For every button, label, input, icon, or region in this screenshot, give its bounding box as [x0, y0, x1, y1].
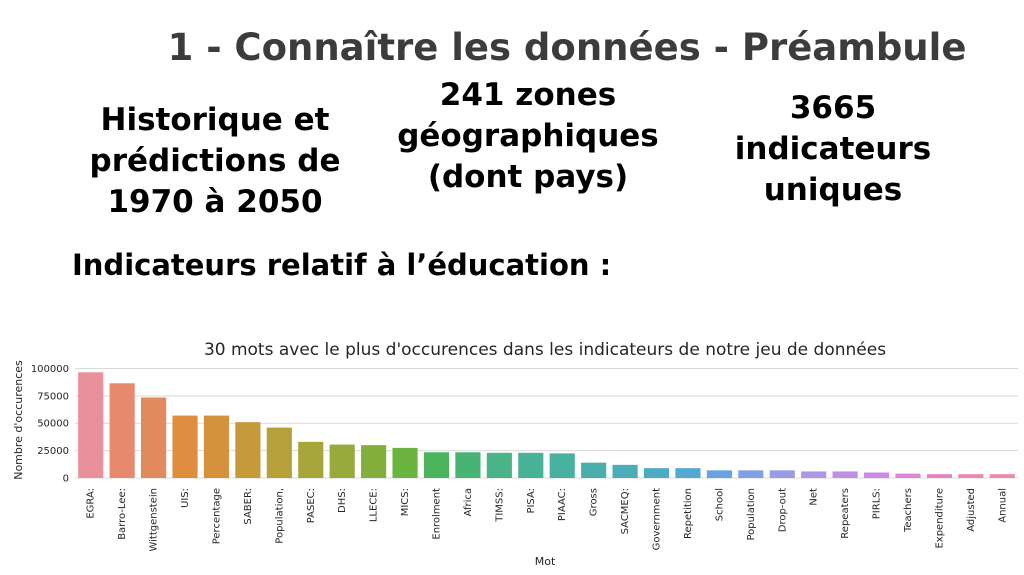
x-tick-label: Teachers [903, 488, 914, 533]
x-tick-label: TIMSS: [494, 488, 505, 523]
x-tick-label: PISA: [526, 488, 537, 514]
stat-geographic-zones: 241 zones géographiques (dont pays) [397, 77, 659, 195]
x-axis-label: Mot [535, 555, 556, 568]
x-tick-label: LLECE: [369, 488, 380, 522]
x-tick-label: Population [746, 488, 757, 541]
x-tick-label: PASEC: [306, 488, 317, 523]
x-tick-label: SACMEQ: [620, 488, 631, 534]
bar [235, 422, 261, 478]
stat-history-range: Historique et prédictions de 1970 à 2050 [89, 102, 341, 220]
bar [361, 445, 387, 478]
bar [895, 473, 921, 478]
bar [738, 470, 764, 478]
bar [455, 452, 481, 478]
x-tick-label: DHS: [337, 488, 348, 513]
bar [863, 472, 890, 478]
bar [769, 470, 795, 478]
bar [643, 468, 670, 478]
y-tick-labels: 0 25000 50000 75000 100000 [31, 364, 69, 485]
x-tick-label: Gross [589, 488, 600, 516]
stat-unique-indicators: 3665 indicateurs uniques [734, 90, 932, 208]
x-tick-label: Wittgenstein [149, 488, 160, 552]
bar [298, 441, 324, 478]
x-tick-label: Expenditure [934, 488, 945, 549]
x-tick-label: Government [652, 488, 663, 550]
bar [612, 464, 638, 478]
bar [329, 444, 355, 478]
y-tick-label: 25000 [37, 446, 69, 457]
bar [486, 452, 512, 478]
y-tick-label: 100000 [31, 364, 69, 375]
x-tick-label: Barro-Lee: [117, 488, 128, 540]
bar [172, 415, 198, 478]
bar [109, 383, 135, 478]
x-tick-label: Enrolment [431, 488, 442, 540]
bar [423, 452, 450, 478]
x-tick-label: Population, [274, 488, 285, 544]
bars [78, 372, 1015, 478]
y-tick-label: 0 [63, 474, 69, 485]
y-tick-label: 75000 [37, 391, 69, 402]
x-tick-label: Percentage [211, 488, 222, 544]
bar [801, 471, 827, 478]
bar [675, 468, 701, 478]
section-heading: Indicateurs relatif à l’éducation : [72, 248, 612, 282]
slide-title: 1 - Connaître les données - Préambule [167, 26, 967, 69]
bar [958, 474, 984, 478]
bar [832, 471, 858, 478]
x-tick-label: School [714, 488, 725, 521]
bar [141, 397, 167, 478]
x-tick-label: PIRLS: [872, 488, 883, 519]
x-tick-label: Annual [997, 488, 1008, 523]
x-tick-label: Repetition [683, 488, 694, 539]
x-tick-label: EGRA: [86, 488, 97, 519]
bar [266, 427, 292, 478]
x-tick-label: Net [809, 488, 820, 506]
x-tick-label: Adjusted [966, 488, 977, 532]
bar [392, 447, 418, 478]
x-tick-label: Africa [463, 488, 474, 517]
y-tick-label: 50000 [37, 419, 69, 430]
bar [926, 474, 952, 478]
bar [581, 462, 607, 478]
bar [78, 372, 104, 478]
x-tick-label: MICS: [400, 488, 411, 516]
x-tick-label: PIAAC: [557, 488, 568, 521]
chart-title: 30 mots avec le plus d'occurences dans l… [204, 340, 886, 360]
x-tick-label: Drop-out [777, 488, 788, 532]
grid-lines [75, 367, 1018, 479]
bar [203, 415, 230, 478]
bar [549, 453, 575, 478]
x-tick-label: Repeaters [840, 488, 851, 539]
y-axis-label: Nombre d'occurences [12, 360, 25, 480]
x-tick-label: UIS: [180, 488, 191, 508]
x-tick-label: SABER: [243, 488, 254, 525]
bar [989, 474, 1015, 478]
x-tick-labels: EGRA: Barro-Lee: Wittgenstein UIS: Percentag… [86, 488, 1009, 552]
bar [518, 452, 544, 478]
bar-chart: 0 25000 50000 75000 100000 EGRA: Barro-Lee: Wi… [12, 340, 1018, 568]
bar [706, 470, 732, 478]
